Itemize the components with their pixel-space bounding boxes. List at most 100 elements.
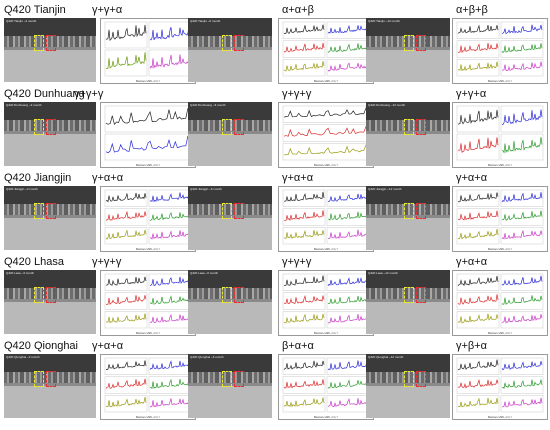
raman-spectra-panel: Raman shift, cm⁻¹: [452, 354, 548, 420]
spectrum-frame: [148, 292, 192, 310]
rust-layer: [4, 287, 96, 300]
sem-background: [366, 18, 450, 39]
spectrum-line: [327, 295, 369, 305]
spectrum-line: [457, 61, 499, 72]
spectrum-frame: [282, 21, 326, 39]
spectrum-line: [327, 397, 369, 408]
raman-spectra-panel: Raman shift, cm⁻¹: [100, 270, 196, 336]
raman-spectra-plot: Raman shift, cm⁻¹: [282, 21, 370, 83]
phase-label: γ+α+α: [282, 172, 314, 184]
region-marker: [234, 34, 244, 51]
sem-image: Q420 Jiangjin ~6 month: [188, 186, 272, 250]
sem-background: [4, 354, 96, 375]
sem-background: [188, 18, 272, 39]
spectrum-line: [283, 24, 325, 35]
raman-spectra-plot: Raman shift, cm⁻¹: [282, 105, 370, 167]
sem-caption: Q420 Jiangjin ~3 month: [6, 187, 38, 191]
spectrum-line: [150, 294, 191, 305]
raman-xlabel: Raman shift, cm⁻¹: [314, 331, 338, 335]
raman-spectra-plot: Raman shift, cm⁻¹: [456, 273, 544, 335]
spectrum-frame: [282, 189, 326, 207]
spectrum-frame: [500, 273, 544, 291]
rust-layer: [366, 287, 450, 300]
spectrum-frame: [148, 227, 192, 245]
steel-substrate: [188, 218, 272, 250]
phase-label: γ+γ+γ: [92, 256, 122, 268]
spectrum-frame: [500, 133, 544, 161]
spectrum-line: [283, 379, 325, 389]
raman-spectra-panel: Raman shift, cm⁻¹: [100, 354, 196, 420]
spectrum-line: [105, 378, 147, 389]
spectrum-line: [149, 313, 191, 323]
sem-background: [366, 354, 450, 375]
steel-substrate: [188, 50, 272, 82]
sem-image: Q420 Tianjin ~3 month: [4, 18, 96, 82]
spectrum-frame: [500, 227, 544, 245]
region-marker: [46, 286, 56, 303]
sem-image: Q420 Dunhuang ~3 month: [4, 102, 96, 166]
steel-substrate: [4, 134, 96, 166]
spectrum-frame: [500, 21, 544, 39]
region-marker: [34, 202, 44, 219]
phase-label: β+α+α: [282, 340, 314, 352]
region-marker: [46, 118, 56, 135]
spectrum-frame: [456, 376, 500, 394]
spectrum-frame: [104, 49, 148, 77]
spectrum-frame: [456, 227, 500, 245]
steel-substrate: [4, 386, 96, 418]
spectrum-frame: [456, 208, 500, 226]
phase-label: γ+γ+γ: [282, 256, 312, 268]
raman-spectra-panel: Raman shift, cm⁻¹: [278, 270, 374, 336]
spectrum-line: [105, 108, 191, 126]
spectrum-line: [327, 313, 369, 324]
raman-xlabel: Raman shift, cm⁻¹: [488, 415, 512, 419]
raman-spectra-plot: Raman shift, cm⁻¹: [282, 357, 370, 419]
sem-image: Q420 Lasa ~12 month: [366, 270, 450, 334]
spectrum-line: [327, 378, 369, 389]
region-marker: [404, 34, 414, 51]
spectrum-frame: [326, 21, 370, 39]
spectrum-line: [327, 191, 369, 202]
region-marker: [416, 118, 426, 135]
raman-xlabel: Raman shift, cm⁻¹: [314, 79, 338, 83]
phase-label: γ+γ+γ: [74, 88, 104, 100]
raman-xlabel: Raman shift, cm⁻¹: [136, 163, 160, 167]
sem-image: Q420 Lasa ~6 month: [188, 270, 272, 334]
site-label: Q420 Dunhuang: [4, 88, 85, 100]
spectrum-frame: [104, 189, 148, 207]
rust-layer: [4, 371, 96, 384]
phase-label: α+β+β: [456, 4, 488, 16]
raman-spectra-panel: Raman shift, cm⁻¹: [100, 102, 196, 168]
spectrum-line: [283, 107, 369, 118]
spectrum-line: [501, 192, 543, 203]
spectrum-line: [457, 192, 499, 203]
steel-substrate: [188, 386, 272, 418]
spectrum-frame: [104, 311, 148, 329]
steel-substrate: [366, 218, 450, 250]
raman-xlabel: Raman shift, cm⁻¹: [136, 247, 160, 251]
rust-layer: [4, 119, 96, 132]
region-marker: [416, 202, 426, 219]
spectrum-line: [501, 295, 543, 306]
spectrum-frame: [282, 208, 326, 226]
spectrum-frame: [282, 227, 326, 245]
sem-caption: Q420 Qionghai ~6 month: [190, 355, 224, 359]
sem-image: Q420 Tianjin ~12 month: [366, 18, 450, 82]
rust-layer: [366, 35, 450, 48]
raman-xlabel: Raman shift, cm⁻¹: [488, 247, 512, 251]
spectrum-frame: [456, 133, 500, 161]
raman-spectra-panel: Raman shift, cm⁻¹: [452, 18, 548, 84]
raman-spectra-panel: Raman shift, cm⁻¹: [100, 186, 196, 252]
region-marker: [46, 202, 56, 219]
sem-image: Q420 Qionghai ~12 month: [366, 354, 450, 418]
spectrum-line: [149, 378, 191, 390]
sem-caption: Q420 Tianjin ~6 month: [190, 19, 221, 23]
raman-xlabel: Raman shift, cm⁻¹: [136, 79, 160, 83]
spectrum-frame: [282, 273, 326, 291]
spectrum-frame: [104, 292, 148, 310]
sem-image: Q420 Lasa ~3 month: [4, 270, 96, 334]
spectrum-frame: [456, 40, 500, 58]
spectrum-line: [327, 229, 369, 239]
site-label: Q420 Lhasa: [4, 256, 64, 268]
spectrum-line: [283, 275, 325, 287]
